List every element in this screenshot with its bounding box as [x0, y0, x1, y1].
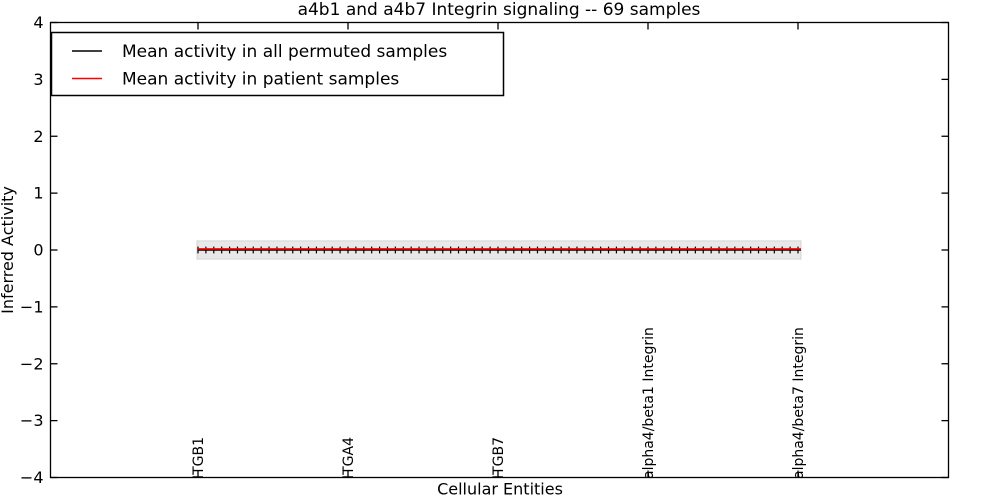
chart-title: a4b1 and a4b7 Integrin signaling -- 69 s…: [298, 0, 701, 20]
legend-entry-patient: Mean activity in patient samples: [72, 70, 399, 90]
legend-label-permuted: Mean activity in all permuted samples: [122, 42, 447, 62]
y-axis-label: Inferred Activity: [0, 186, 17, 314]
legend-box: [50, 31, 505, 97]
x-tick-label: ITGA4: [341, 437, 357, 479]
y-tick-label: 0: [33, 241, 43, 260]
y-tick-label: 3: [33, 70, 43, 89]
x-axis-label: Cellular Entities: [437, 480, 563, 499]
y-tick-label: 1: [33, 184, 43, 203]
plot-dynamic-layer: 4 3 2 1 0 −1 −2 −3 −4 ITGB1 ITGA4 ITGB7 alpha4/beta1…: [20, 13, 949, 487]
y-tick-label: −3: [20, 411, 44, 430]
legend: Mean activity in all permuted samples Me…: [50, 31, 505, 97]
plot-area-border: [49, 21, 950, 479]
x-tick-label: alpha4/beta1 Integrin: [641, 327, 657, 479]
legend-entry-permuted: Mean activity in all permuted samples: [72, 42, 447, 62]
x-tick-label: alpha4/beta7 Integrin: [791, 327, 807, 479]
y-tick-label: 4: [33, 13, 43, 32]
x-tick-label: ITGB7: [491, 437, 507, 479]
legend-label-patient: Mean activity in patient samples: [122, 70, 399, 90]
y-tick-label: 2: [33, 127, 43, 146]
y-tick-label: −2: [20, 354, 44, 373]
x-tick-label: ITGB1: [191, 437, 207, 479]
y-tick-label: −1: [20, 297, 44, 316]
y-tick-label: −4: [20, 468, 44, 487]
